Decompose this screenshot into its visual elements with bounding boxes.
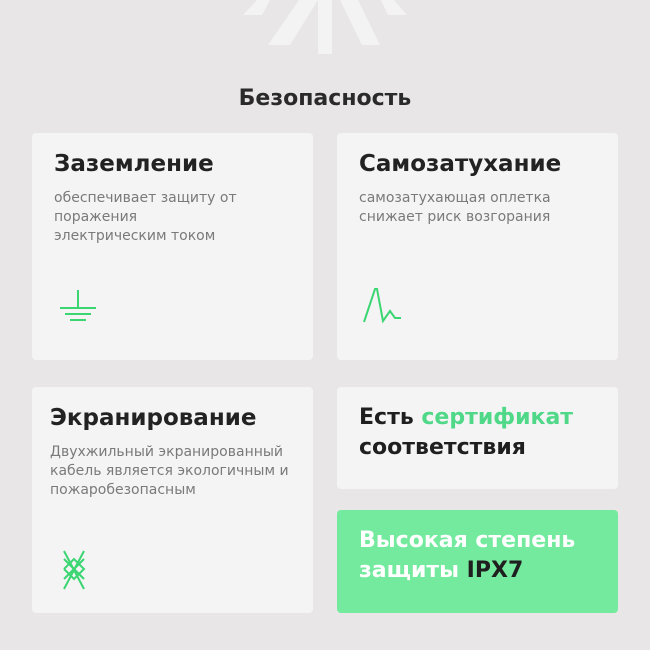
card-desc: Двухжильный экранированный кабель являет… (50, 444, 289, 498)
flame-decay-icon (363, 288, 401, 324)
certificate-suffix: соответствия (359, 435, 526, 460)
card-title: Самозатухание (359, 151, 562, 177)
shield-braid-icon (63, 550, 86, 590)
protection-rating: IPX7 (466, 558, 524, 583)
card-desc: обеспечивает защиту от поражения электри… (54, 190, 237, 244)
card-certificate: Есть сертификат соответствия (337, 387, 618, 489)
rays-decoration (243, 0, 407, 54)
certificate-highlight: сертификат (421, 405, 574, 430)
protection-text: Высокая степень защиты (359, 528, 576, 583)
card-desc: самозатухающая оплетка снижает риск возг… (359, 190, 551, 225)
card-self-extinguishing: Самозатухание самозатухающая оплетка сни… (337, 133, 618, 360)
card-protection: Высокая степень защиты IPX7 (337, 510, 618, 613)
card-title: Заземление (54, 151, 214, 177)
section-title: Безопасность (238, 86, 412, 111)
ground-icon (60, 290, 96, 321)
card-grounding: Заземление обеспечивает защиту от пораже… (32, 133, 313, 360)
certificate-prefix: Есть (359, 405, 422, 430)
card-shielding: Экранирование Двухжильный экранированный… (32, 387, 313, 613)
card-title: Экранирование (50, 405, 257, 431)
